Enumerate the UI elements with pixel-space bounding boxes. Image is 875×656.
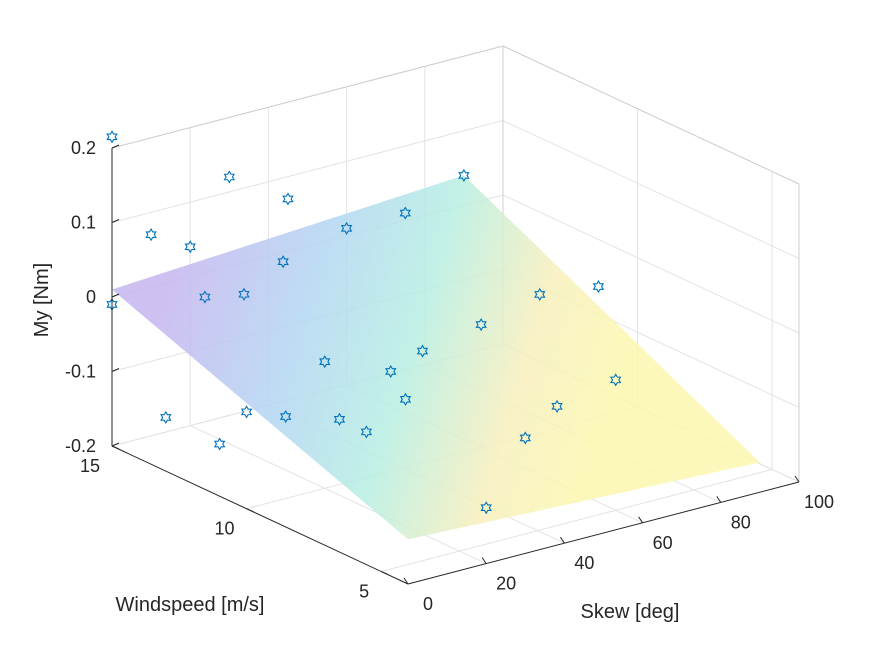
z-tick-mark <box>111 368 120 372</box>
x-tick-label: 20 <box>496 574 516 594</box>
data-point <box>214 437 225 451</box>
x-tick-mark <box>481 557 487 564</box>
x-axis-label: Skew [deg] <box>581 601 680 623</box>
x-tick-label: 40 <box>574 553 594 573</box>
grid-line <box>189 425 487 565</box>
z-tick-label: 0.1 <box>71 213 96 233</box>
z-tick-mark <box>111 442 120 447</box>
x-axis-line <box>407 481 800 585</box>
z-tick-mark <box>111 293 120 298</box>
x-tick-mark <box>794 475 800 483</box>
fit-surface <box>112 175 760 540</box>
data-point <box>593 280 604 293</box>
z-tick-mark <box>111 144 120 149</box>
x-tick-label: 0 <box>423 594 433 614</box>
grid-line <box>380 468 773 572</box>
z-tick-labels: -0.2 -0.1 0 0.1 0.2 <box>65 138 96 456</box>
data-point <box>241 405 252 418</box>
y-tick-label: 10 <box>215 519 235 539</box>
y-tick-label: 5 <box>359 581 369 601</box>
data-point <box>223 170 235 184</box>
x-tick-label: 80 <box>731 512 751 532</box>
z-axis-label: My [Nm] <box>31 263 53 337</box>
x-tick-mark <box>638 516 644 524</box>
z-tick-label: 0 <box>86 287 96 307</box>
z-tick-label: 0.2 <box>71 138 96 158</box>
data-point <box>160 411 172 424</box>
y-axis-label: Windspeed [m/s] <box>116 594 265 616</box>
z-tick-label: -0.1 <box>65 362 96 382</box>
y-tick-mark <box>380 570 389 575</box>
data-point <box>106 130 118 143</box>
y-tick-mark <box>246 508 254 513</box>
x-tick-mark <box>559 536 565 544</box>
y-tick-label: 15 <box>80 456 100 476</box>
x-tick-labels: 0 20 40 60 80 100 <box>423 492 834 614</box>
grid-line <box>111 120 504 223</box>
grid-line <box>502 194 800 334</box>
y-tick-labels: 5 10 15 <box>80 456 369 601</box>
fit-plane <box>112 175 760 540</box>
x-tick-label: 100 <box>804 492 834 512</box>
data-point <box>145 228 157 241</box>
y-axis-line <box>111 445 409 585</box>
x-tick-label: 60 <box>653 533 673 553</box>
data-point <box>282 192 294 205</box>
x-tick-mark <box>403 577 409 585</box>
box-edge <box>502 45 800 185</box>
y-tick-mark <box>111 445 120 450</box>
z-tick-mark <box>111 219 120 223</box>
z-tick-label: -0.2 <box>65 436 96 456</box>
box-edge <box>111 45 504 149</box>
grid-line <box>502 120 800 259</box>
tick-marks <box>111 144 800 585</box>
x-tick-mark <box>716 496 722 503</box>
